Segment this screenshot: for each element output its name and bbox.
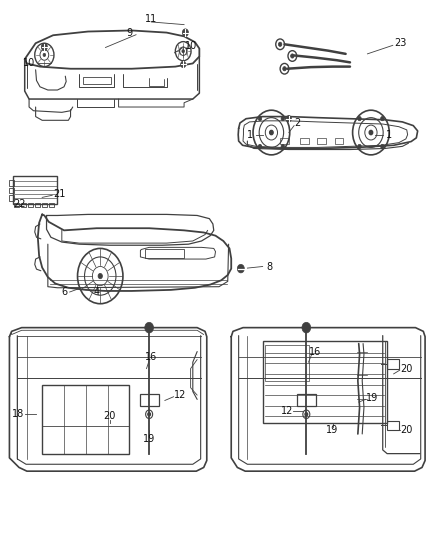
Text: 10: 10 (184, 41, 197, 51)
Bar (280, 138, 289, 144)
Circle shape (283, 67, 286, 71)
Bar (335, 138, 343, 144)
Bar (42, 384, 130, 454)
Circle shape (98, 273, 102, 279)
Bar (83, 77, 111, 84)
Bar (10, 180, 14, 185)
Text: 23: 23 (394, 38, 406, 48)
Circle shape (381, 144, 384, 149)
Text: 9: 9 (127, 28, 133, 38)
Bar (49, 203, 54, 207)
Bar (387, 421, 399, 430)
Bar (10, 188, 14, 193)
Bar (21, 203, 26, 207)
Text: 22: 22 (13, 199, 25, 209)
Circle shape (279, 42, 282, 46)
Bar (13, 176, 57, 204)
Bar (35, 203, 40, 207)
Circle shape (358, 117, 361, 121)
Circle shape (281, 117, 285, 121)
Circle shape (43, 53, 46, 56)
Text: 16: 16 (309, 346, 321, 357)
Bar (42, 203, 47, 207)
Text: 20: 20 (401, 425, 413, 435)
Text: 1: 1 (247, 130, 253, 140)
Text: 19: 19 (326, 425, 339, 435)
Text: 19: 19 (143, 434, 155, 444)
Circle shape (369, 131, 373, 135)
Circle shape (270, 131, 273, 135)
Text: 6: 6 (61, 287, 67, 297)
Text: 12: 12 (280, 406, 293, 416)
Bar (10, 195, 14, 200)
Circle shape (145, 322, 153, 333)
Circle shape (290, 54, 294, 58)
Bar (300, 138, 308, 144)
Bar (140, 394, 159, 406)
Text: 12: 12 (173, 390, 186, 400)
Text: 21: 21 (53, 189, 66, 199)
Text: 1: 1 (386, 130, 392, 140)
Circle shape (258, 117, 262, 121)
Circle shape (305, 413, 307, 416)
Bar (265, 345, 308, 381)
Circle shape (237, 264, 244, 273)
Circle shape (281, 144, 285, 149)
Text: 19: 19 (366, 393, 378, 403)
Text: 18: 18 (12, 409, 24, 419)
Circle shape (258, 144, 262, 149)
Bar (317, 138, 326, 144)
Text: 16: 16 (145, 352, 157, 362)
Circle shape (286, 116, 291, 122)
Text: 10: 10 (23, 59, 35, 68)
Bar (28, 203, 33, 207)
Circle shape (180, 61, 186, 68)
Circle shape (148, 413, 150, 416)
Bar (263, 341, 387, 423)
Bar (387, 359, 399, 368)
Text: 2: 2 (294, 118, 301, 128)
Circle shape (302, 322, 311, 333)
Circle shape (358, 144, 361, 149)
Circle shape (182, 50, 184, 53)
Text: 20: 20 (401, 364, 413, 374)
Bar (297, 394, 316, 406)
Circle shape (381, 117, 384, 121)
Bar (145, 249, 184, 258)
Circle shape (182, 29, 188, 36)
Bar (14, 203, 19, 207)
Circle shape (41, 43, 47, 51)
Text: 8: 8 (266, 262, 272, 271)
Text: 11: 11 (145, 14, 157, 25)
Text: 4: 4 (94, 287, 100, 297)
Text: 20: 20 (104, 411, 116, 422)
